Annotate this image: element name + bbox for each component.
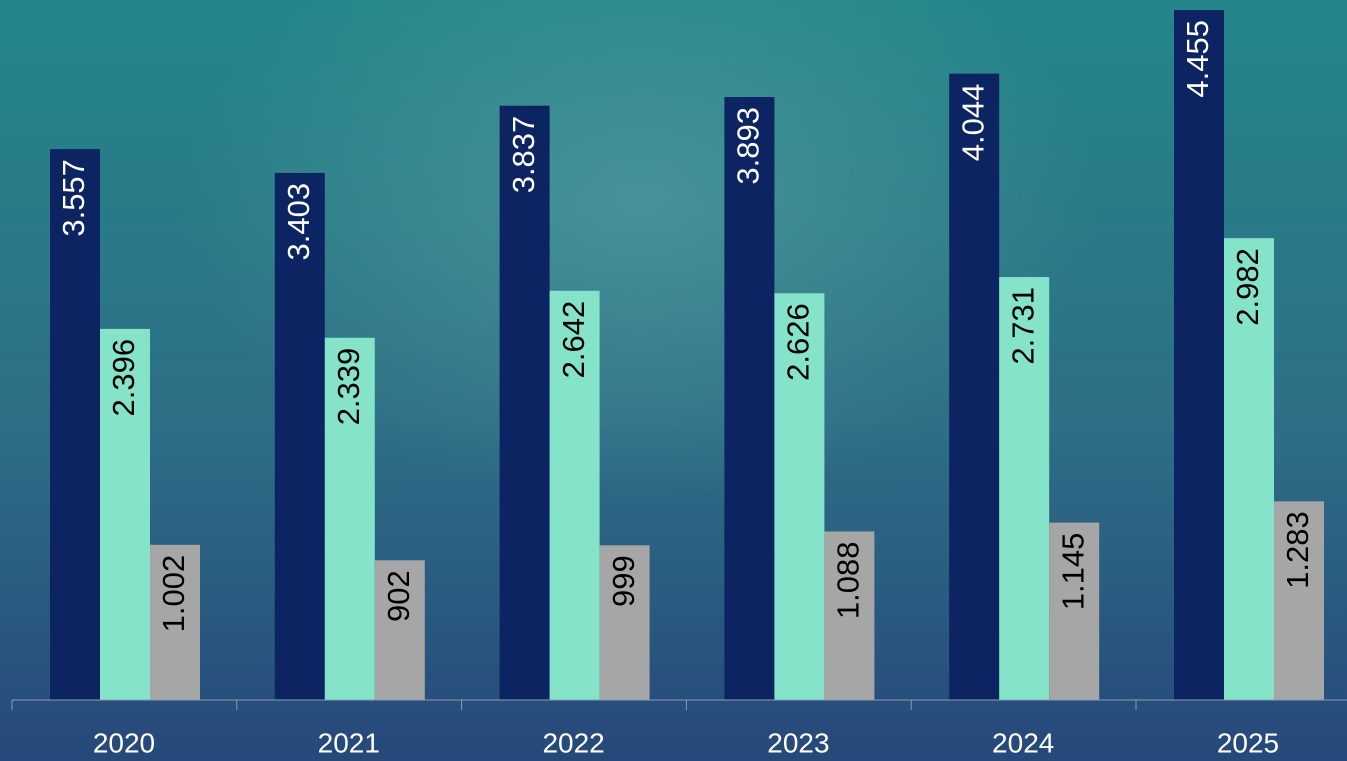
value-label: 1.145 bbox=[1055, 533, 1090, 611]
value-label: 902 bbox=[381, 570, 416, 622]
x-tick-label: 2024 bbox=[992, 727, 1054, 758]
value-label: 2.642 bbox=[556, 301, 591, 379]
x-tick-label: 2025 bbox=[1217, 727, 1279, 758]
value-label: 3.557 bbox=[56, 159, 91, 237]
chart: 3.557 3.403 3.837 3.893 4.044 4.455 2.396 2.339… bbox=[0, 0, 1347, 761]
value-label: 4.044 bbox=[955, 84, 990, 162]
value-label: 1.088 bbox=[831, 541, 866, 619]
bar bbox=[724, 97, 774, 700]
value-label: 999 bbox=[606, 555, 641, 607]
value-label: 4.455 bbox=[1180, 20, 1215, 98]
page: 3.557 3.403 3.837 3.893 4.044 4.455 2.396 2.339… bbox=[0, 0, 1347, 761]
value-label: 1.002 bbox=[156, 555, 191, 633]
value-label: 2.396 bbox=[106, 339, 141, 417]
value-label: 3.893 bbox=[731, 107, 766, 185]
value-label: 2.982 bbox=[1230, 248, 1265, 326]
x-tick-label: 2023 bbox=[767, 727, 829, 758]
bar bbox=[949, 74, 999, 700]
value-label: 1.283 bbox=[1280, 511, 1315, 589]
x-tick-label: 2022 bbox=[542, 727, 604, 758]
bar bbox=[500, 106, 550, 700]
x-tick-label: 2020 bbox=[93, 727, 155, 758]
value-label: 3.837 bbox=[506, 116, 541, 194]
bar bbox=[1174, 10, 1224, 700]
value-label: 2.731 bbox=[1005, 287, 1040, 365]
x-tick-label: 2021 bbox=[318, 727, 380, 758]
value-label: 2.626 bbox=[781, 303, 816, 381]
value-label: 2.339 bbox=[331, 348, 366, 426]
value-label: 3.403 bbox=[281, 183, 316, 261]
